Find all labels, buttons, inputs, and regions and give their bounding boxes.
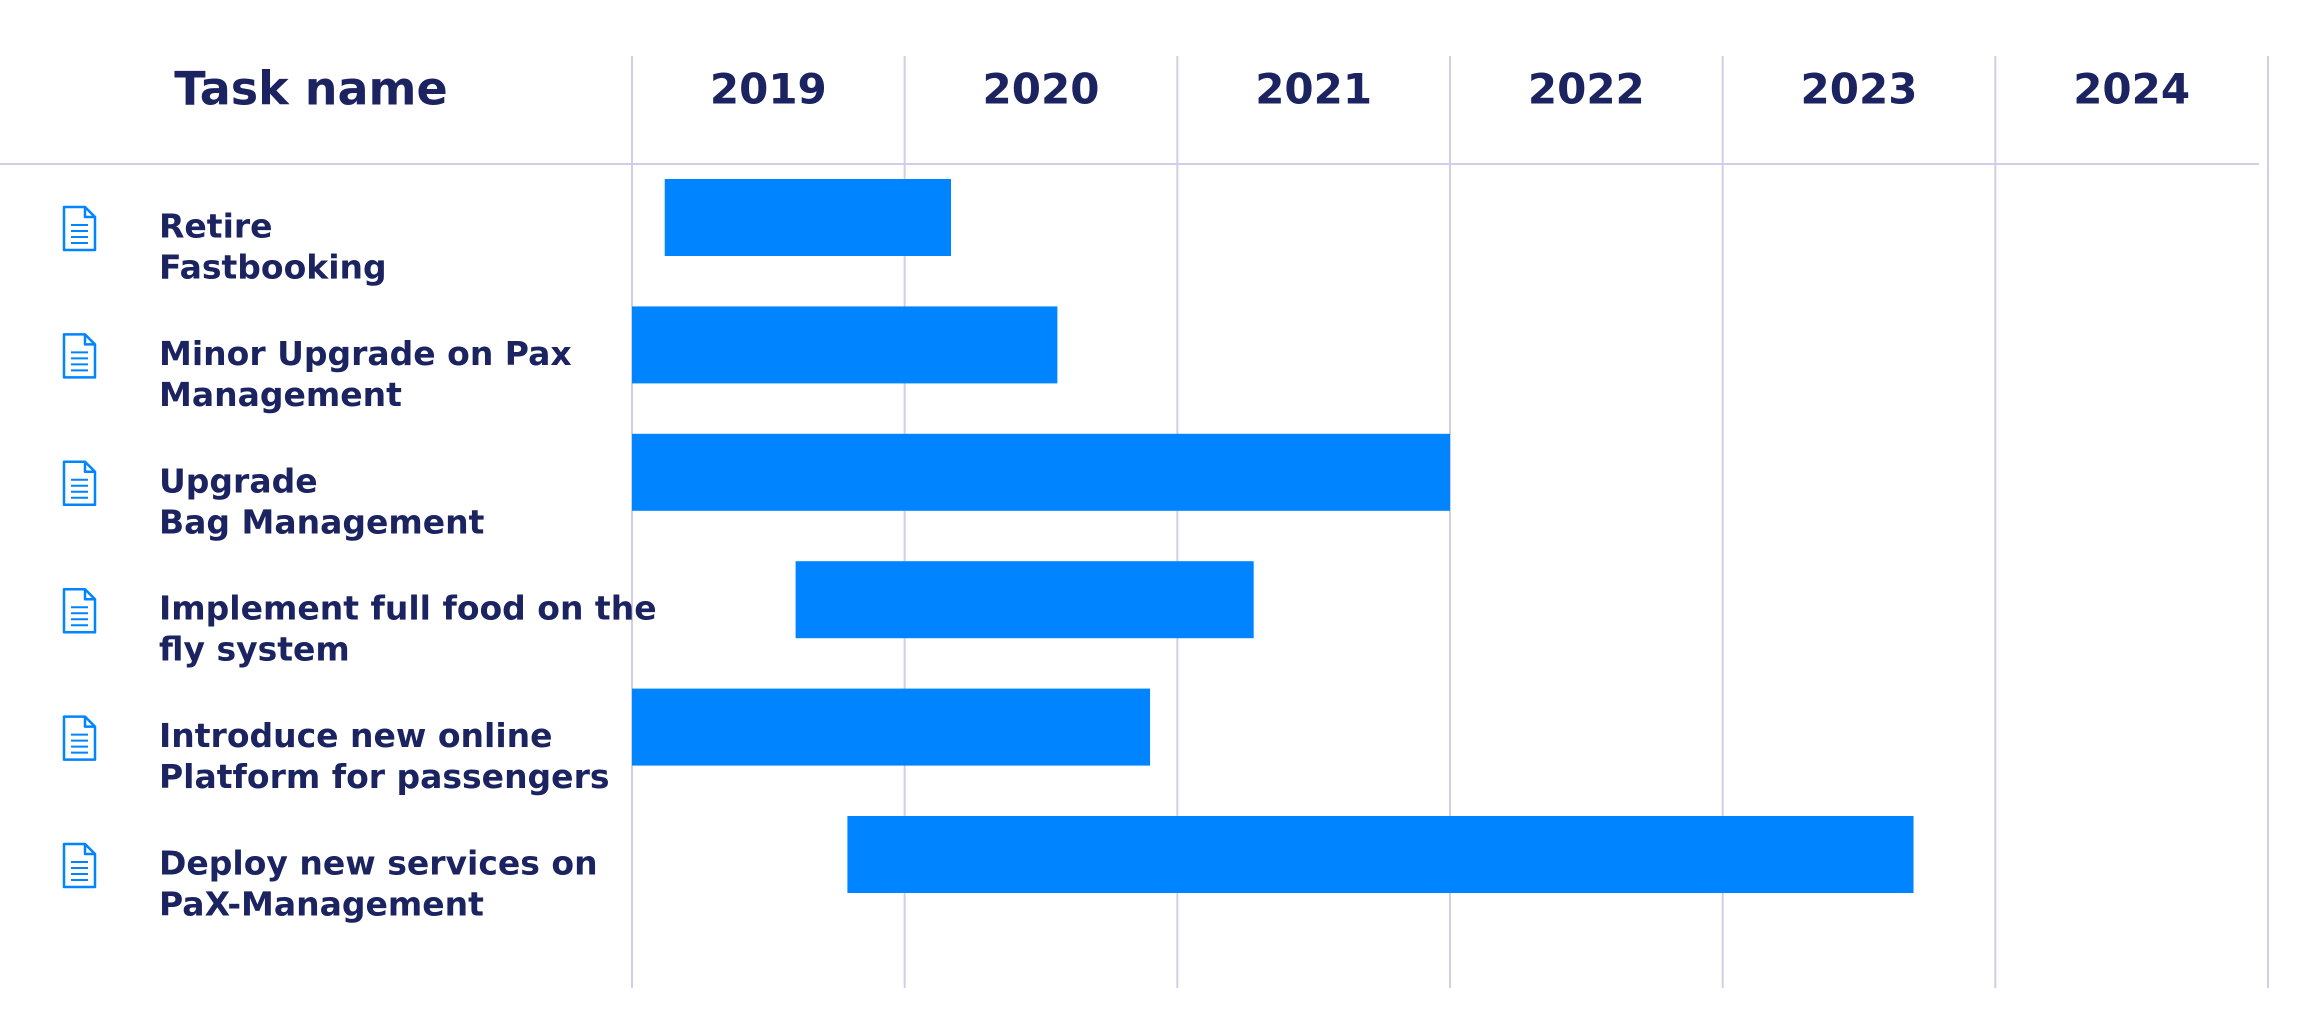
icon-outline [62, 715, 97, 761]
task-name: Fastbooking [159, 248, 387, 287]
task-icon [62, 205, 97, 252]
task-name: Introduce new online [159, 716, 553, 755]
task-name: Upgrade [159, 461, 318, 500]
task-name: Bag Management [159, 502, 485, 541]
task-name: Minor Upgrade on Pax [159, 334, 572, 373]
icon-outline [62, 333, 97, 379]
x-tick-label: 2019 [710, 65, 827, 114]
x-tick-label: 2021 [1255, 65, 1372, 114]
task-name: Retire [159, 207, 273, 246]
task-name: Deploy new services on [159, 844, 598, 883]
x-tick-label: 2023 [1801, 65, 1918, 114]
icon-outline [62, 587, 97, 634]
x-tick-label: 2020 [983, 65, 1100, 114]
task-bar [632, 433, 1450, 511]
task-bar [664, 179, 952, 256]
task-name: Implement full food on the [159, 589, 657, 628]
task-bar [847, 816, 1914, 893]
x-tick-label: 2022 [1528, 65, 1645, 114]
x-tick-label: 2024 [2073, 65, 2190, 114]
icon-outline [62, 460, 97, 507]
task-name: fly system [159, 630, 350, 669]
task-icon [62, 333, 97, 379]
task-icon [62, 587, 97, 634]
task-bar [632, 688, 1151, 766]
task-name: Platform for passengers [159, 757, 609, 796]
task-bar [632, 306, 1058, 384]
icon-outline [62, 205, 97, 252]
icon-outline [62, 842, 97, 889]
task-icon [62, 842, 97, 889]
task-icon [62, 715, 97, 761]
header-title: Task name [174, 62, 447, 116]
task-name: PaX-Management [159, 885, 484, 924]
task-bar [795, 561, 1254, 639]
task-name: Management [159, 375, 402, 414]
task-icon [62, 460, 97, 507]
